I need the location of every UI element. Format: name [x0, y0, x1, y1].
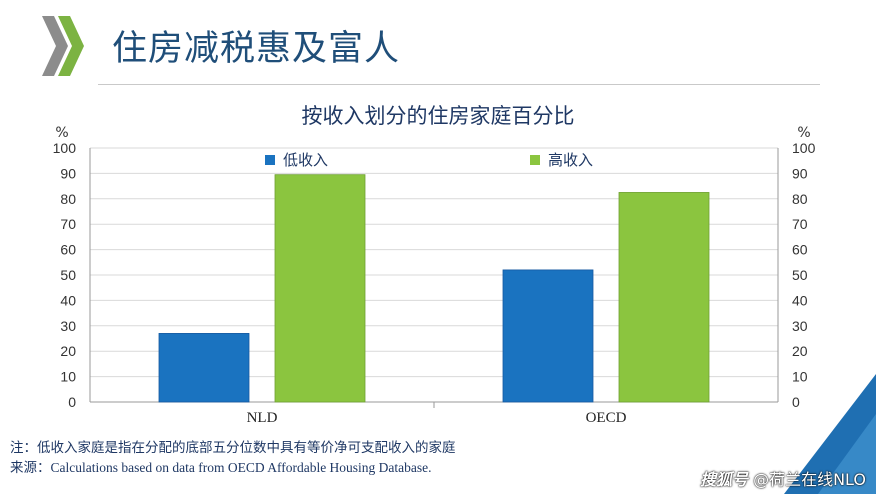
- y-tick-label-left: 20: [60, 343, 76, 359]
- x-tick-label: OECD: [586, 410, 627, 426]
- logo-chevron-gray: [42, 16, 68, 76]
- y-tick-label-left: 70: [60, 216, 76, 232]
- watermark: 搜狐号 @荷兰在线NLO: [700, 466, 866, 490]
- y-tick-label-left: 60: [60, 242, 76, 258]
- y-tick-label-right: 60: [792, 242, 808, 258]
- source-label: 来源: [10, 460, 37, 476]
- corner-triangle-decoration: [784, 374, 876, 494]
- y-tick-label-left: 80: [60, 191, 76, 207]
- legend-swatch-high-income: [530, 155, 540, 165]
- slide-title: 住房减税惠及富人: [112, 29, 401, 69]
- bar-oecd-low-income: [502, 269, 594, 403]
- y-unit-right: %: [797, 125, 810, 141]
- y-tick-label-left: 40: [60, 292, 76, 308]
- x-tick-label: NLD: [247, 410, 278, 426]
- y-tick-label-right: 90: [792, 165, 808, 181]
- y-tick-label-right: 10: [792, 369, 808, 385]
- title-divider: [98, 84, 820, 85]
- chart-title: 按收入划分的住房家庭百分比: [301, 104, 575, 128]
- y-tick-label-left: 50: [60, 267, 76, 283]
- y-tick-label-right: 70: [792, 216, 808, 232]
- y-tick-label-right: 80: [792, 191, 808, 207]
- y-tick-label-left: 100: [53, 140, 77, 156]
- bar-oecd-high-income: [618, 192, 710, 403]
- y-tick-label-right: 30: [792, 318, 808, 334]
- y-tick-label-right: 20: [792, 343, 808, 359]
- watermark-handle: @荷兰在线NLO: [753, 470, 866, 489]
- bar-nld-low-income: [158, 333, 250, 403]
- footnote: 注：低收入家庭是指在分配的底部五分位数中具有等价净可支配收入的家庭: [10, 440, 456, 456]
- logo-chevron-green: [58, 16, 84, 76]
- y-tick-label-right: 100: [792, 140, 816, 156]
- watermark-brand: 搜狐号: [699, 470, 748, 489]
- source-line: 来源：Calculations based on data from OECD …: [10, 456, 432, 476]
- y-tick-label-left: 90: [60, 165, 76, 181]
- y-tick-label-right: 0: [792, 394, 800, 410]
- legend-swatch-low-income: [265, 155, 275, 165]
- bar-nld-high-income: [274, 174, 366, 403]
- source-text: ：Calculations based on data from OECD Af…: [37, 460, 432, 475]
- y-tick-label-left: 10: [60, 369, 76, 385]
- legend-label: 低收入: [283, 151, 328, 169]
- y-tick-label-left: 0: [68, 394, 76, 410]
- y-tick-label-right: 50: [792, 267, 808, 283]
- legend-label: 高收入: [548, 151, 593, 169]
- oecd-logo-icon: [42, 16, 84, 76]
- y-tick-label-right: 40: [792, 292, 808, 308]
- y-tick-label-left: 30: [60, 318, 76, 334]
- y-unit-left: %: [55, 125, 68, 141]
